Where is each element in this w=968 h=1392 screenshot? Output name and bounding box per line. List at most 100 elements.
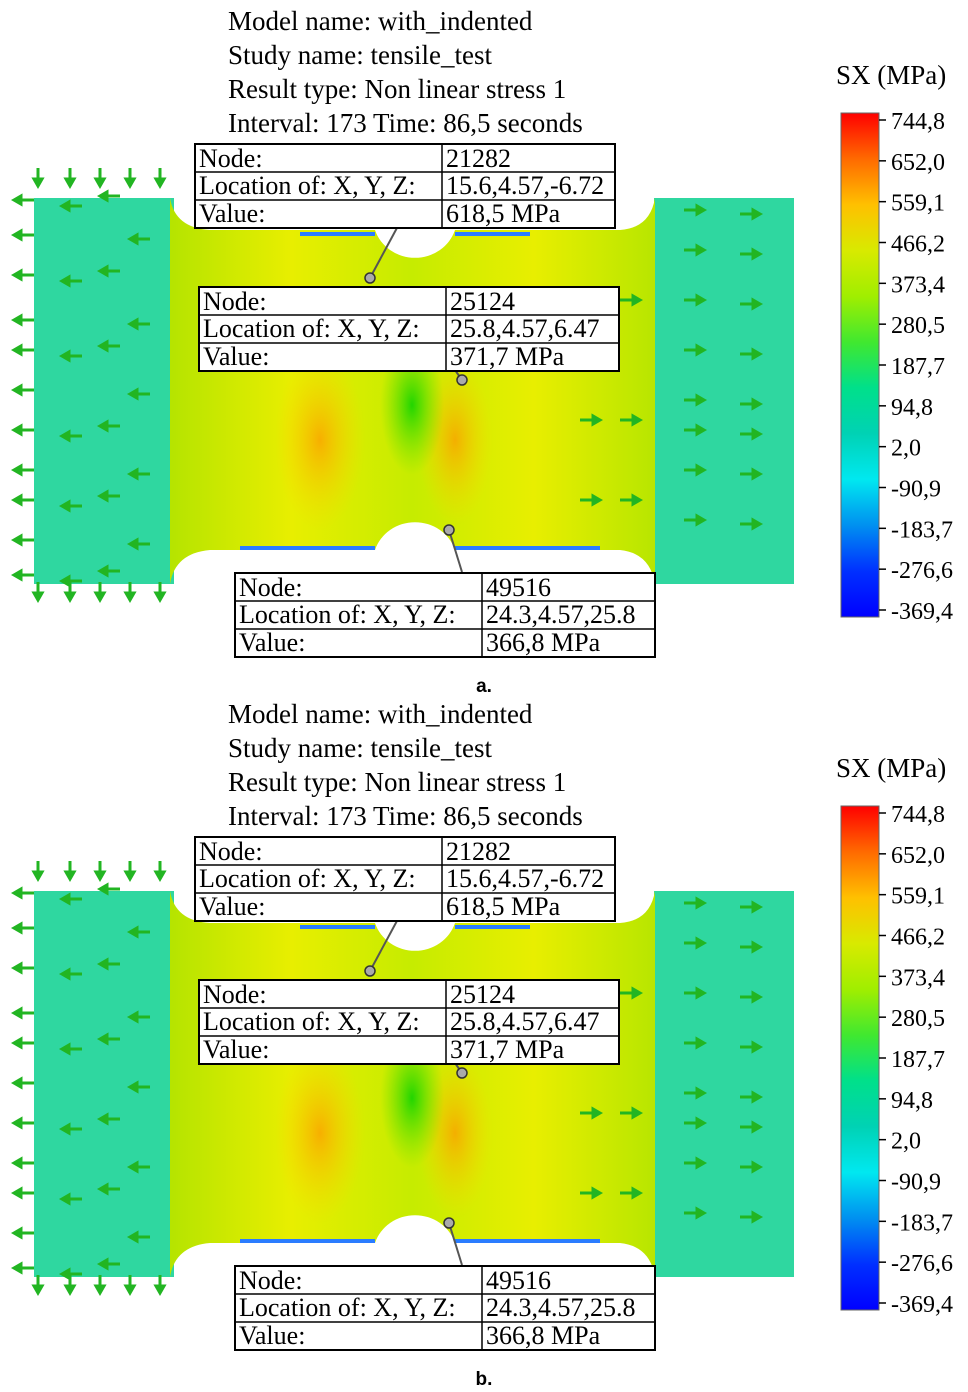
probe-node-id: 21282 — [446, 837, 511, 866]
probe-location-label: Location of: X, Y, Z: — [199, 171, 416, 200]
fixture-arrow-icon — [123, 861, 137, 883]
fixture-arrow-icon — [740, 990, 764, 1004]
probe-location: 15.6,4.57,-6.72 — [446, 864, 604, 893]
fixture-arrow-icon — [10, 228, 34, 242]
fixture-arrow-icon — [620, 413, 644, 427]
colorbar-label: 2,0 — [891, 1129, 921, 1155]
probe-node-label: Node: — [239, 1266, 303, 1295]
probe-location-label: Location of: X, Y, Z: — [239, 600, 456, 629]
right-grip — [654, 198, 794, 584]
fixture-arrow-icon — [153, 582, 167, 604]
fixture-arrow-icon — [96, 882, 120, 896]
fixture-arrow-icon — [620, 1186, 644, 1200]
fixture-arrow-icon — [620, 1106, 644, 1120]
probe-value: 371,7 MPa — [450, 342, 565, 371]
probe-value-label: Value: — [239, 628, 305, 657]
probe-table-1: Node: 21282 Location of: X, Y, Z: 15.6,4… — [194, 836, 616, 922]
fixture-arrow-icon — [10, 193, 34, 207]
colorbar: SX (MPa) 744,8 652,0 559,1 466,2 373,4 280,5 1… — [836, 753, 953, 1318]
probe-marker-3 — [443, 524, 455, 536]
fixture-arrow-icon — [96, 264, 120, 278]
fixture-arrow-icon — [10, 921, 34, 935]
probe-table-3: Node: 49516 Location of: X, Y, Z: 24.3,4… — [234, 572, 656, 658]
fixture-arrow-icon — [153, 168, 167, 190]
probe-value: 618,5 MPa — [446, 892, 561, 921]
fixture-arrow-icon — [126, 1160, 150, 1174]
fixture-arrow-icon — [58, 499, 82, 513]
probe-marker-3 — [443, 1217, 455, 1229]
probe-value-label: Value: — [203, 342, 269, 371]
fixture-arrow-icon — [93, 582, 107, 604]
probe-value-label: Value: — [239, 1321, 305, 1350]
colorbar-label: 280,5 — [891, 1006, 945, 1032]
fixture-arrows — [10, 861, 764, 1297]
colorbar-label: -369,4 — [891, 599, 953, 625]
fixture-arrow-icon — [10, 423, 34, 437]
specimen — [34, 891, 794, 1277]
fixture-arrow-icon — [93, 861, 107, 883]
fixture-arrow-icon — [96, 1182, 120, 1196]
fixture-arrow-icon — [123, 1275, 137, 1297]
result-type: Result type: Non linear stress 1 — [228, 767, 566, 797]
fixture-arrow-icon — [684, 936, 708, 950]
fixture-arrow-icon — [58, 1042, 82, 1056]
fixture-arrow-icon — [580, 1106, 604, 1120]
fixture-arrow-icon — [740, 297, 764, 311]
fixture-arrow-icon — [10, 1036, 34, 1050]
fixture-arrow-icon — [740, 1210, 764, 1224]
probe-node-label: Node: — [199, 144, 263, 173]
fixture-arrow-icon — [684, 343, 708, 357]
probe-marker-1 — [364, 965, 376, 977]
fixture-arrow-icon — [580, 413, 604, 427]
fixture-arrow-icon — [58, 1267, 82, 1281]
probe-node-label: Node: — [203, 287, 267, 316]
fixture-arrow-icon — [10, 463, 34, 477]
probe-node-id: 49516 — [486, 1266, 551, 1295]
fixture-arrow-icon — [10, 343, 34, 357]
probe-node-id: 21282 — [446, 144, 511, 173]
probe-markers — [364, 918, 468, 1266]
probe-node-id: 25124 — [450, 287, 515, 316]
fixture-arrow-icon — [620, 293, 644, 307]
colorbar-label: 744,8 — [891, 109, 945, 135]
fixture-arrow-icon — [96, 957, 120, 971]
fixture-arrow-icon — [10, 268, 34, 282]
probe-value: 366,8 MPa — [486, 628, 601, 657]
colorbar-label: 187,7 — [891, 1047, 945, 1073]
probe-value-label: Value: — [199, 892, 265, 921]
fixture-arrow-icon — [58, 1192, 82, 1206]
fixture-arrow-icon — [740, 1090, 764, 1104]
fixture-arrow-icon — [684, 293, 708, 307]
fixture-arrow-icon — [126, 1230, 150, 1244]
colorbar-label: 94,8 — [891, 395, 933, 421]
fixture-arrow-icon — [58, 574, 82, 588]
fixture-arrow-icon — [740, 1120, 764, 1134]
fixture-arrow-icon — [96, 419, 120, 433]
fixture-arrow-icon — [10, 1006, 34, 1020]
left-grip — [34, 198, 174, 584]
fixture-arrow-icon — [684, 1156, 708, 1170]
fixture-arrow-icon — [684, 243, 708, 257]
colorbar-label: -183,7 — [891, 1210, 953, 1236]
probe-value: 618,5 MPa — [446, 199, 561, 228]
probe-marker-2 — [456, 1067, 468, 1079]
hot-zone-left — [275, 1043, 365, 1223]
fixture-arrow-icon — [31, 582, 45, 604]
probe-marker-2 — [456, 374, 468, 386]
fixture-arrow-icon — [96, 1032, 120, 1046]
study-header: Model name: with_indented Study name: te… — [228, 6, 583, 138]
fixture-arrow-icon — [31, 1275, 45, 1297]
probe-location: 25.8,4.57,6.47 — [450, 1007, 600, 1036]
probe-location-label: Location of: X, Y, Z: — [239, 1293, 456, 1322]
fixture-arrow-icon — [58, 967, 82, 981]
probe-location-label: Location of: X, Y, Z: — [203, 314, 420, 343]
fixture-arrow-icon — [58, 429, 82, 443]
colorbar-label: -90,9 — [891, 477, 941, 503]
panel-b: Model name: with_indented Study name: te… — [0, 693, 968, 1386]
fixture-arrow-icon — [10, 1076, 34, 1090]
colorbar-strip — [840, 112, 880, 618]
colorbar-label: 559,1 — [891, 884, 945, 910]
probe-value: 366,8 MPa — [486, 1321, 601, 1350]
fixture-arrow-icon — [31, 861, 45, 883]
probe-table-3: Node: 49516 Location of: X, Y, Z: 24.3,4… — [234, 1265, 656, 1351]
